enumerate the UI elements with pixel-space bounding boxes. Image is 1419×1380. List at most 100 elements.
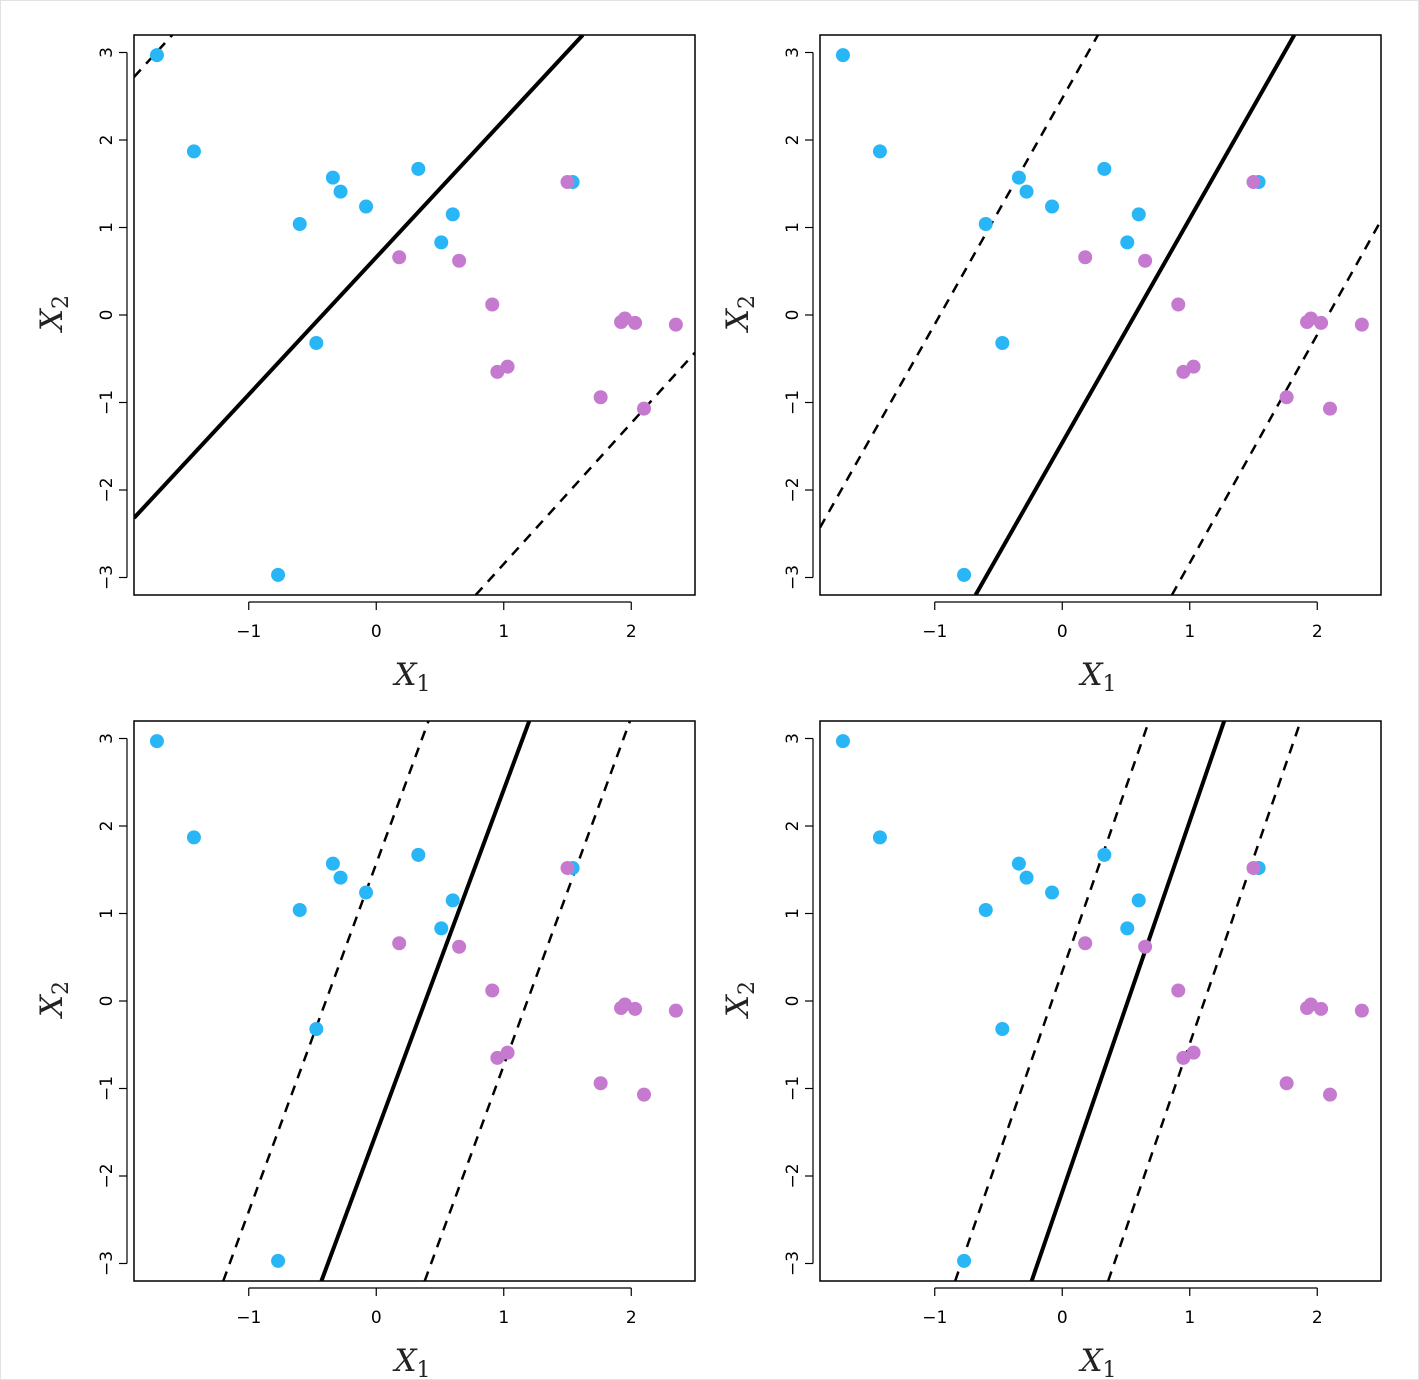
point-class-b xyxy=(500,1045,515,1060)
point-class-a xyxy=(359,199,374,214)
x-tick-label: 2 xyxy=(626,622,637,642)
margin-line-1 xyxy=(222,721,430,1281)
hyperplane-line xyxy=(319,721,532,1281)
y-tick-label: 1 xyxy=(783,222,803,233)
x-axis-title: X1 xyxy=(392,657,430,697)
point-class-a xyxy=(995,336,1010,350)
margin-line-2 xyxy=(423,721,632,1281)
margin-line-2 xyxy=(1106,721,1302,1281)
point-class-b xyxy=(1138,939,1153,954)
y-tick-label: 0 xyxy=(97,310,117,321)
y-tick-label: −3 xyxy=(97,1251,117,1276)
x-tick-label: 0 xyxy=(1057,622,1068,642)
plot-frame xyxy=(819,720,1382,1282)
point-class-a xyxy=(325,170,340,185)
point-class-b xyxy=(1246,175,1261,189)
y-axis-title: X2 xyxy=(34,295,74,333)
point-class-a xyxy=(411,847,426,862)
point-class-a xyxy=(186,144,201,159)
point-class-b xyxy=(1279,390,1294,405)
point-class-b xyxy=(1171,983,1186,998)
point-class-a xyxy=(1045,885,1060,900)
x-tick-label: −1 xyxy=(236,1308,261,1328)
x-tick-label: 2 xyxy=(626,1308,637,1328)
y-tick-label: −1 xyxy=(97,1076,117,1101)
data-points xyxy=(149,48,683,582)
x-axis-title: X1 xyxy=(392,1343,430,1380)
y-tick-label: 0 xyxy=(97,996,117,1007)
x-tick-label: −1 xyxy=(922,622,947,642)
point-class-b xyxy=(1138,253,1153,268)
data-points xyxy=(149,734,683,1268)
point-class-b xyxy=(500,359,515,374)
x-tick-label: 0 xyxy=(371,1308,382,1328)
point-class-a xyxy=(978,903,993,917)
point-class-b xyxy=(1171,297,1186,312)
point-class-b xyxy=(1314,315,1329,330)
plot-frame xyxy=(819,34,1382,596)
data-points xyxy=(835,734,1369,1268)
y-tick-label: −2 xyxy=(783,477,803,502)
point-class-b xyxy=(1323,401,1337,416)
y-tick-label: 2 xyxy=(783,135,803,146)
point-class-b xyxy=(392,936,407,951)
point-class-a xyxy=(1131,207,1146,222)
point-class-b xyxy=(637,1087,651,1102)
panel-top-left: −1 0 1 2 −3 −2 −1 0 1 2 3 X1 X2 xyxy=(34,34,696,697)
x-tick-label: 2 xyxy=(1312,1308,1323,1328)
x-tick-label: 1 xyxy=(1184,1308,1195,1328)
point-class-a xyxy=(309,1022,324,1036)
margin-line-1 xyxy=(820,35,1100,529)
point-class-b xyxy=(668,317,683,332)
boundary-lines xyxy=(820,35,1381,595)
point-class-a xyxy=(292,217,307,231)
plot-frame xyxy=(133,34,696,596)
point-class-b xyxy=(1078,250,1093,265)
point-class-b xyxy=(1323,1087,1337,1102)
point-class-b xyxy=(1186,359,1201,374)
y-tick-label: −2 xyxy=(97,1163,117,1188)
point-class-a xyxy=(292,903,307,917)
point-class-a xyxy=(271,567,286,582)
x-tick-label: 1 xyxy=(498,1308,509,1328)
point-class-a xyxy=(445,893,460,908)
y-tick-label: 3 xyxy=(783,47,803,58)
y-tick-label: 1 xyxy=(97,222,117,233)
point-class-a xyxy=(957,567,972,582)
x-tick-label: 0 xyxy=(1057,1308,1068,1328)
point-class-b xyxy=(1246,861,1261,875)
x-tick-label: −1 xyxy=(236,622,261,642)
point-class-a xyxy=(835,48,850,63)
point-class-a xyxy=(445,207,460,222)
point-class-a xyxy=(434,921,449,936)
margin-line-1 xyxy=(134,35,174,78)
y-tick-label: −1 xyxy=(783,390,803,415)
point-class-a xyxy=(1019,184,1034,199)
y-tick-label: −2 xyxy=(97,477,117,502)
x-tick-label: −1 xyxy=(922,1308,947,1328)
point-class-a xyxy=(325,856,340,871)
y-tick-label: −3 xyxy=(97,565,117,590)
y-tick-label: −2 xyxy=(783,1163,803,1188)
point-class-a xyxy=(359,885,374,900)
hyperplane-line xyxy=(134,35,585,520)
y-tick-label: −1 xyxy=(97,390,117,415)
hyperplane-line xyxy=(1029,721,1227,1281)
point-class-a xyxy=(1097,847,1112,862)
y-tick-label: 0 xyxy=(783,996,803,1007)
point-class-a xyxy=(333,184,348,199)
point-class-a xyxy=(978,217,993,231)
point-class-b xyxy=(1279,1076,1294,1091)
point-class-a xyxy=(957,1253,972,1268)
point-class-a xyxy=(1120,235,1135,250)
y-tick-label: 3 xyxy=(783,733,803,744)
point-class-b xyxy=(560,175,575,189)
point-class-a xyxy=(411,161,426,176)
x-tick-label: 1 xyxy=(498,622,509,642)
y-tick-label: −3 xyxy=(783,1251,803,1276)
point-class-b xyxy=(593,390,608,405)
x-tick-label: 1 xyxy=(1184,622,1195,642)
point-class-a xyxy=(434,235,449,250)
y-tick-label: −3 xyxy=(783,565,803,590)
